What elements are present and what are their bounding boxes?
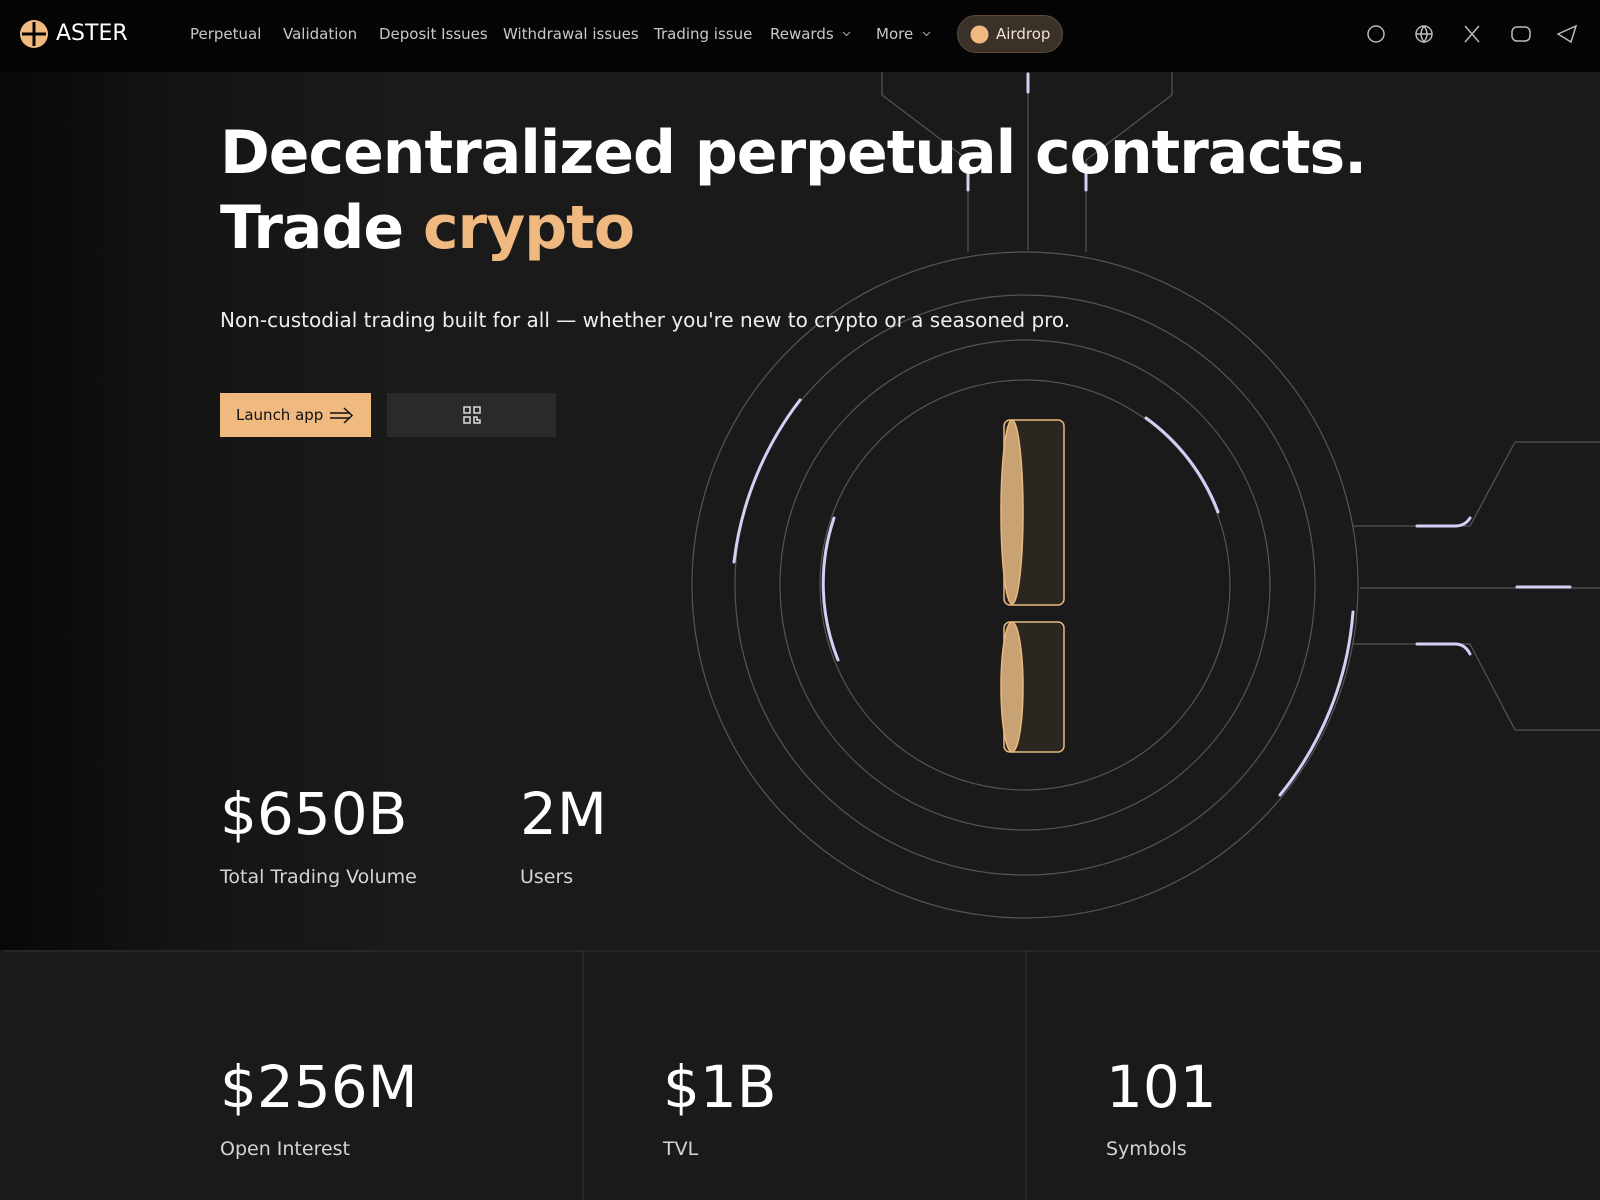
hero-title-line2: Trade crypto [220,193,635,263]
chevron [922,31,931,37]
metric-value: $1B [663,1053,777,1121]
nav-dropdown[interactable]: Rewards [770,25,834,43]
hero-background [0,72,1600,950]
stat-value: 2M [520,780,607,848]
nav-link[interactable]: Perpetual [190,25,262,43]
top-nav: ASTER Perpetual Validation Deposit Issues W… [0,0,1600,72]
stat-value: $650B [220,780,408,848]
launch-button[interactable]: Launch app [220,393,371,437]
stat-label: Total Trading Volume [220,866,417,888]
brand[interactable]: ASTER [56,21,128,46]
nav-link[interactable]: Withdrawal issues [503,25,639,43]
nav-link[interactable]: Deposit Issues [379,25,488,43]
nav-link[interactable]: Validation [283,25,358,43]
hero-title-highlight: crypto [422,193,635,263]
metric-label: Open Interest [220,1138,351,1160]
nav-dropdown[interactable]: More [876,25,914,43]
metric-value: 101 [1106,1053,1217,1121]
airdrop-button[interactable]: Airdrop [957,15,1063,53]
hero-title-prefix: Trade [220,193,404,263]
qr-button[interactable] [387,393,556,437]
chevron [842,31,851,37]
hero-title: Decentralized perpetual contracts. [220,118,1367,188]
logo-icon [20,20,48,48]
airdrop-label: Airdrop [996,25,1051,43]
social-icons[interactable] [1360,22,1580,46]
hero-subtitle: Non-custodial trading built for all — wh… [220,308,1071,332]
launch-label: Launch app [236,406,324,424]
nav-link[interactable]: Trading issue [654,25,753,43]
metric-label: TVL [663,1138,699,1160]
metric-value: $256M [220,1053,418,1121]
metric-label: Symbols [1106,1138,1187,1160]
stat-label: Users [520,866,574,888]
